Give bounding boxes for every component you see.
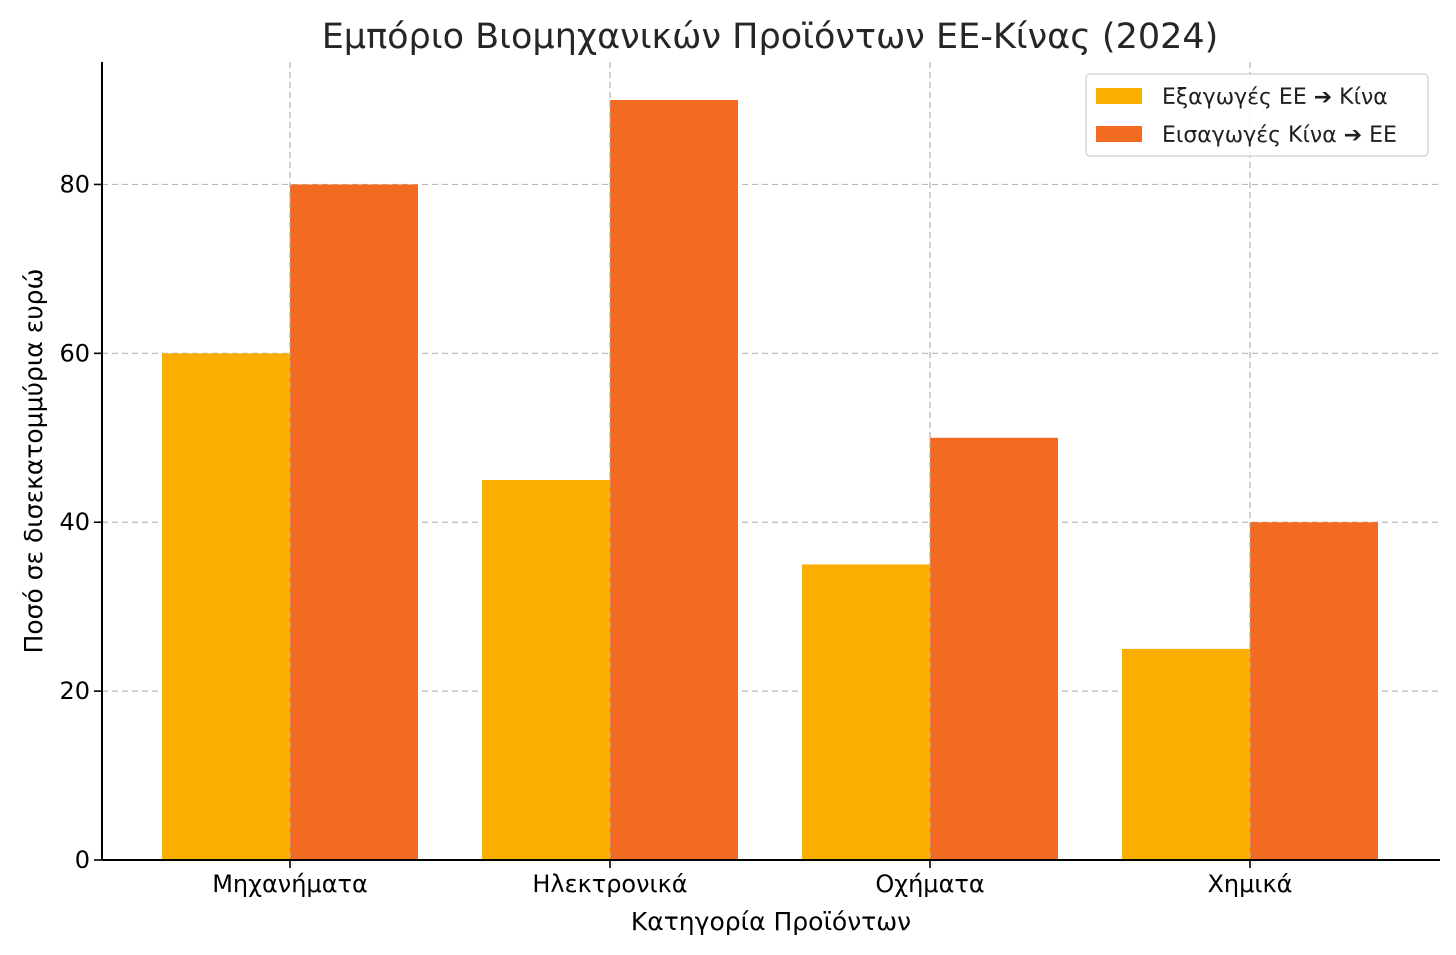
y-axis-title: Ποσό σε δισεκατομμύρια ευρώ xyxy=(19,269,48,654)
legend-swatch xyxy=(1096,126,1142,142)
bar-imports-1 xyxy=(290,184,418,860)
bar-exports-3 xyxy=(802,564,930,860)
x-tick-label: Οχήματα xyxy=(875,870,984,898)
bar-exports-4 xyxy=(1122,648,1250,860)
y-tick-label: 80 xyxy=(59,170,90,198)
legend-label: Εξαγωγές ΕΕ ➔ Κίνα xyxy=(1162,85,1388,110)
y-tick-label: 0 xyxy=(75,846,90,874)
y-tick-label: 20 xyxy=(59,677,90,705)
x-tick-label: Μηχανήματα xyxy=(212,870,368,898)
x-axis-title: Κατηγορία Προϊόντων xyxy=(631,907,911,936)
y-tick-label: 60 xyxy=(59,339,90,367)
tick-labels: 0 20 40 60 80 Μηχανήματα Ηλεκτρονικά Οχήματα Χημ… xyxy=(59,170,1292,898)
y-tick-label: 40 xyxy=(59,508,90,536)
x-tick-label: Ηλεκτρονικά xyxy=(532,870,687,898)
legend-label: Εισαγωγές Κίνα ➔ ΕΕ xyxy=(1162,123,1397,148)
legend: Εξαγωγές ΕΕ ➔ Κίνα Εισαγωγές Κίνα ➔ ΕΕ xyxy=(1085,73,1429,157)
legend-swatch xyxy=(1096,88,1142,104)
bar-imports-3 xyxy=(930,437,1058,860)
x-tick-label: Χημικά xyxy=(1207,870,1292,898)
bar-exports-1 xyxy=(162,353,290,860)
bar-imports-2 xyxy=(610,100,738,860)
bar-imports-4 xyxy=(1250,522,1378,860)
axes xyxy=(101,62,1440,861)
bar-exports-2 xyxy=(482,480,610,860)
bars xyxy=(162,62,1378,860)
chart-title: Εμπόριο Βιομηχανικών Προϊόντων ΕΕ-Κίνας … xyxy=(322,17,1219,57)
legend-frame xyxy=(1085,73,1429,157)
